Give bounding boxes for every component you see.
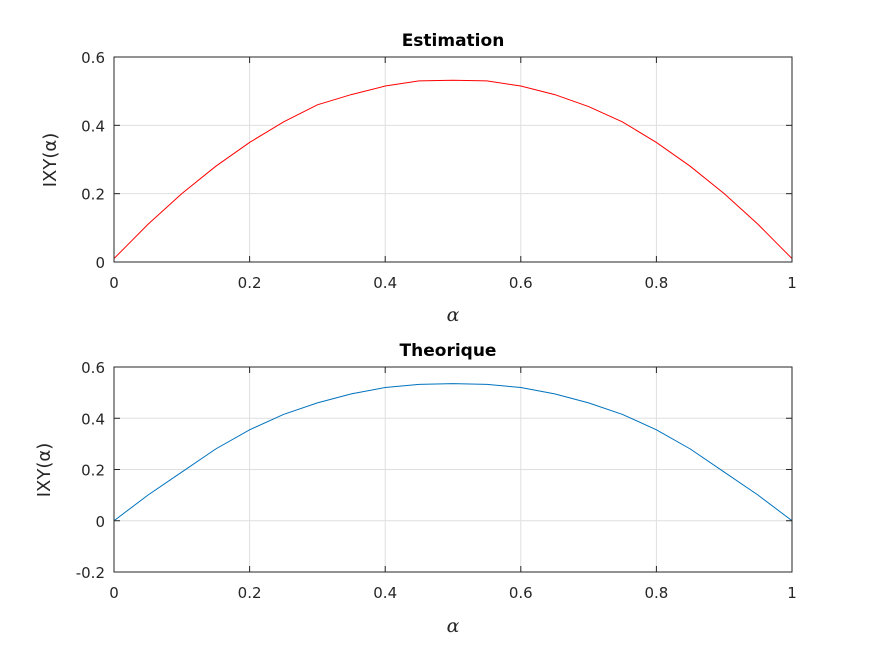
y-tick-label: 0.2 [81, 462, 105, 480]
ticks: 0 0.2 0.4 0.6 0.8 1-0.200.20.40.6 [76, 359, 797, 602]
theorique-axes: 0 0.2 0.4 0.6 0.8 1-0.200.20.40.6 Theorique I… [34, 341, 797, 637]
x-axis-label: α [447, 615, 460, 637]
x-axis-label: α [447, 304, 460, 326]
series-line [113, 383, 793, 522]
y-tick-label: 0.4 [81, 117, 105, 135]
chart-title: Estimation [402, 31, 505, 51]
x-tick-label: 1 [787, 274, 797, 292]
y-axis-label: IXY(α) [34, 443, 55, 498]
y-tick-label: 0.6 [81, 49, 105, 67]
y-tick-label: 0.6 [81, 359, 105, 377]
x-tick-label: 0.8 [644, 274, 668, 292]
y-tick-label: 0 [95, 513, 105, 531]
x-tick-label: 1 [787, 584, 797, 602]
plot-area [113, 56, 793, 263]
x-tick-label: 0.8 [644, 584, 668, 602]
y-tick-label: 0.4 [81, 410, 105, 428]
x-tick-label: 0.4 [373, 274, 397, 292]
y-tick-label: 0 [95, 254, 105, 272]
y-tick-label: 0.2 [81, 186, 105, 204]
x-tick-label: 0.6 [509, 584, 533, 602]
estimation-axes: 0 0.2 0.4 0.6 0.8 1 0 0.2 0.4 0.6 Estimation IXY(… [40, 31, 797, 326]
x-tick-label: 0 [109, 584, 119, 602]
x-tick-label: 0.2 [238, 274, 262, 292]
axes-frame [113, 56, 793, 263]
series-line [113, 79, 793, 259]
y-axis-label: IXY(α) [40, 133, 61, 188]
y-tick-label: -0.2 [76, 564, 105, 582]
ticks: 0 0.2 0.4 0.6 0.8 1 0 0.2 0.4 0.6 [81, 49, 797, 292]
x-tick-label: 0.4 [373, 584, 397, 602]
x-tick-label: 0 [109, 274, 119, 292]
chart-title: Theorique [400, 341, 497, 361]
x-tick-label: 0.2 [238, 584, 262, 602]
x-tick-label: 0.6 [509, 274, 533, 292]
